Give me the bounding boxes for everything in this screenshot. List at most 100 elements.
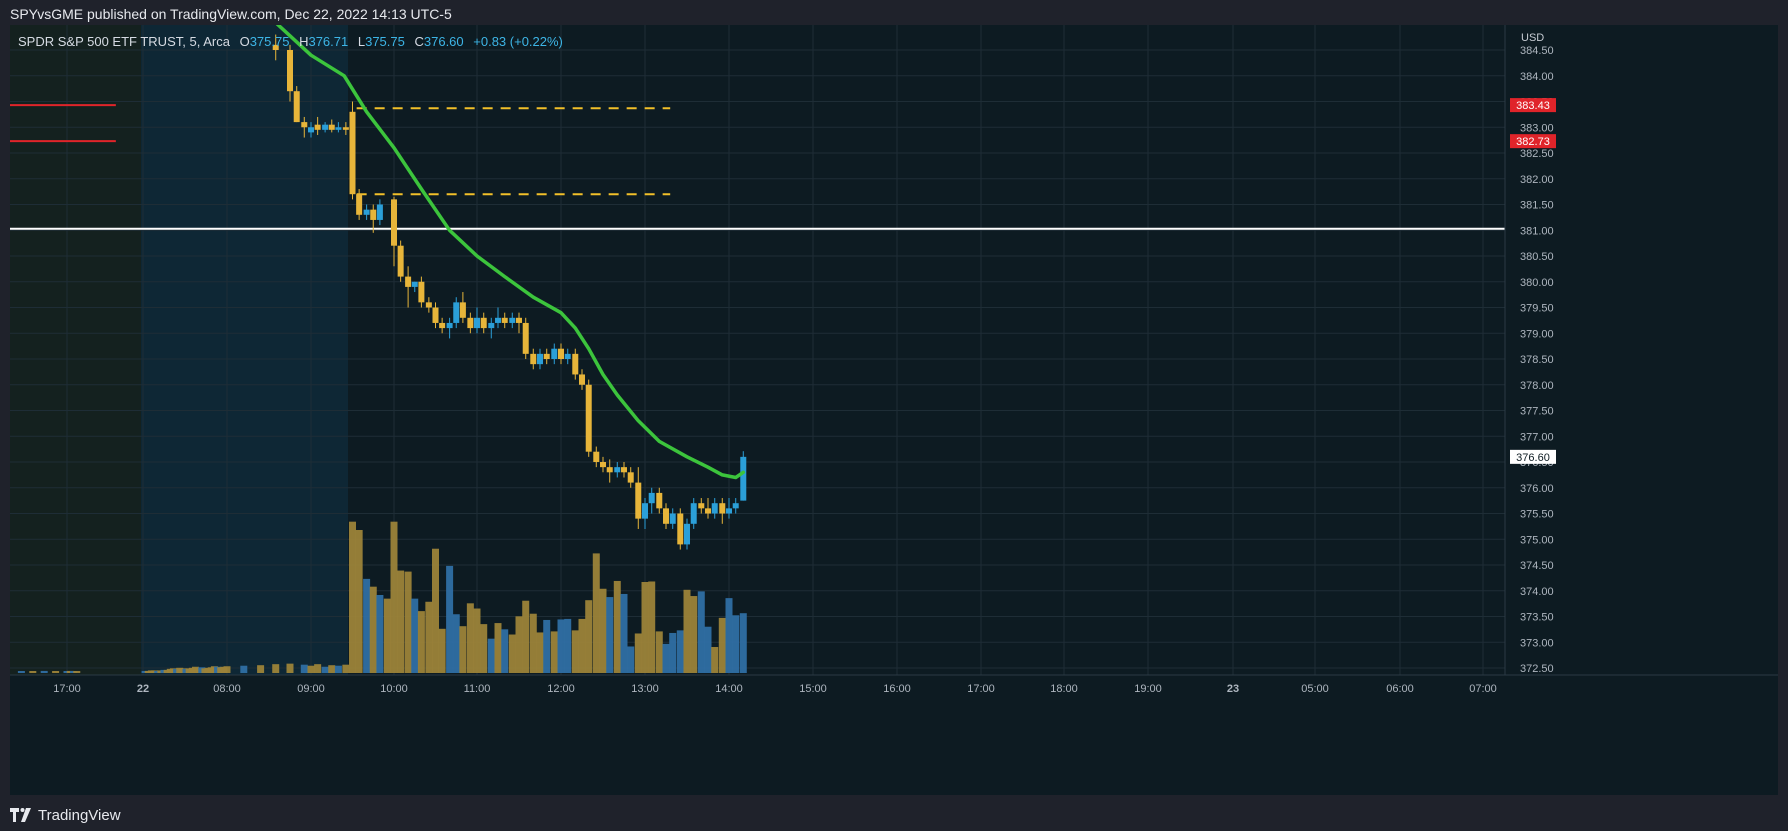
- y-tick-label: 381.00: [1520, 225, 1554, 237]
- volume-bar: [648, 581, 656, 673]
- candle-body: [684, 523, 690, 545]
- volume-bar: [718, 617, 726, 673]
- y-tick-label: 374.00: [1520, 586, 1554, 598]
- price-axis-background: [1505, 25, 1778, 795]
- volume-bar: [223, 666, 231, 673]
- premarket-session-band: [141, 25, 348, 675]
- candle-body: [356, 194, 363, 215]
- x-tick-label: 11:00: [464, 683, 491, 695]
- candle-body: [677, 513, 684, 545]
- candle-body: [328, 124, 335, 130]
- volume-bar: [328, 665, 336, 673]
- volume-bar: [676, 630, 684, 673]
- candle-body: [606, 467, 613, 473]
- volume-bar: [314, 664, 322, 673]
- candle-body: [635, 482, 642, 519]
- candle-body: [656, 492, 663, 509]
- volume-bar: [732, 615, 740, 673]
- chart-frame[interactable]: USD384.50384.00383.50383.00382.50382.003…: [10, 0, 1778, 795]
- y-tick-label: 382.00: [1520, 174, 1554, 186]
- candle-body: [530, 353, 537, 365]
- candle-body: [516, 317, 522, 323]
- x-tick-label: 09:00: [297, 683, 325, 695]
- volume-bar: [564, 618, 572, 673]
- symbol-title: SPDR S&P 500 ETF TRUST, 5, Arca: [18, 34, 230, 49]
- volume-bar: [300, 664, 308, 673]
- candle-body: [614, 467, 621, 473]
- open-value: 375.75: [249, 34, 290, 49]
- candle-body: [308, 127, 314, 133]
- volume-bar: [17, 671, 25, 673]
- y-tick-label: 384.50: [1520, 45, 1554, 57]
- volume-bar: [29, 671, 37, 673]
- price-label-text: 376.60: [1516, 452, 1550, 464]
- volume-bar: [383, 598, 391, 673]
- candle-body: [287, 50, 293, 92]
- price-label-red: 382.73: [1510, 134, 1556, 149]
- y-tick-label: 373.50: [1520, 612, 1554, 624]
- candle-body: [370, 209, 377, 220]
- candle-body: [558, 348, 564, 359]
- candle-body: [446, 322, 453, 329]
- candle-body: [732, 503, 739, 509]
- volume-bar: [257, 665, 265, 673]
- volume-bar: [557, 619, 565, 673]
- volume-bar: [627, 646, 635, 673]
- price-label-box: [1510, 449, 1556, 464]
- candle-body: [488, 322, 495, 329]
- candle-body: [593, 451, 600, 462]
- candle-body: [480, 317, 487, 329]
- x-tick-label: 22: [137, 683, 149, 695]
- price-label-box: [1510, 134, 1556, 149]
- volume-bar: [334, 665, 342, 673]
- y-tick-label: 376.00: [1520, 483, 1554, 495]
- candle-body: [453, 302, 460, 323]
- candle-body: [418, 281, 425, 303]
- volume-bar: [662, 643, 670, 673]
- y-tick-label: 382.50: [1520, 148, 1554, 160]
- volume-bar: [459, 626, 467, 673]
- candle-body: [585, 384, 592, 452]
- y-tick-label: 372.50: [1520, 663, 1554, 675]
- tradingview-logo[interactable]: TradingView: [10, 806, 121, 824]
- candle-body: [621, 467, 627, 473]
- volume-bar: [494, 623, 502, 673]
- x-tick-label: 12:00: [547, 683, 575, 695]
- tradingview-brand: TradingView: [38, 806, 121, 824]
- volume-bar: [411, 598, 419, 673]
- close-value: 376.60: [423, 34, 464, 49]
- volume-bar: [697, 591, 705, 673]
- volume-bar: [704, 626, 712, 673]
- volume-bar: [417, 611, 425, 673]
- candlestick-chart[interactable]: USD384.50384.00383.50383.00382.50382.003…: [10, 0, 1778, 795]
- candle-body: [376, 204, 383, 220]
- volume-bar: [240, 665, 248, 673]
- volume-bar: [690, 596, 698, 673]
- overnight-session-band: [10, 25, 141, 675]
- volume-bar: [585, 600, 593, 673]
- volume-bar: [446, 565, 454, 673]
- volume-bar: [438, 628, 446, 673]
- candle-body: [495, 317, 501, 323]
- y-tick-label: 378.50: [1520, 354, 1554, 366]
- candle-body: [411, 281, 418, 287]
- volume-bar: [369, 586, 377, 673]
- volume-bar: [487, 638, 495, 673]
- x-tick-label: 14:00: [715, 683, 743, 695]
- high-value: 376.71: [308, 34, 349, 49]
- candle-body: [627, 472, 634, 483]
- tradingview-logo-icon: [10, 808, 31, 822]
- candle-body: [522, 322, 529, 354]
- y-tick-label: 374.50: [1520, 560, 1554, 572]
- x-tick-label: 10:00: [380, 683, 408, 695]
- volume-bar: [613, 580, 621, 673]
- volume-bar: [536, 632, 544, 673]
- candle-body: [600, 462, 606, 468]
- candle-body: [564, 353, 571, 359]
- y-tick-label: 375.00: [1520, 534, 1554, 546]
- price-label-last: 376.60: [1510, 449, 1556, 464]
- candle-body: [439, 322, 446, 329]
- x-tick-label: 15:00: [799, 683, 827, 695]
- x-tick-label: 13:00: [631, 683, 659, 695]
- x-tick-label: 08:00: [213, 683, 241, 695]
